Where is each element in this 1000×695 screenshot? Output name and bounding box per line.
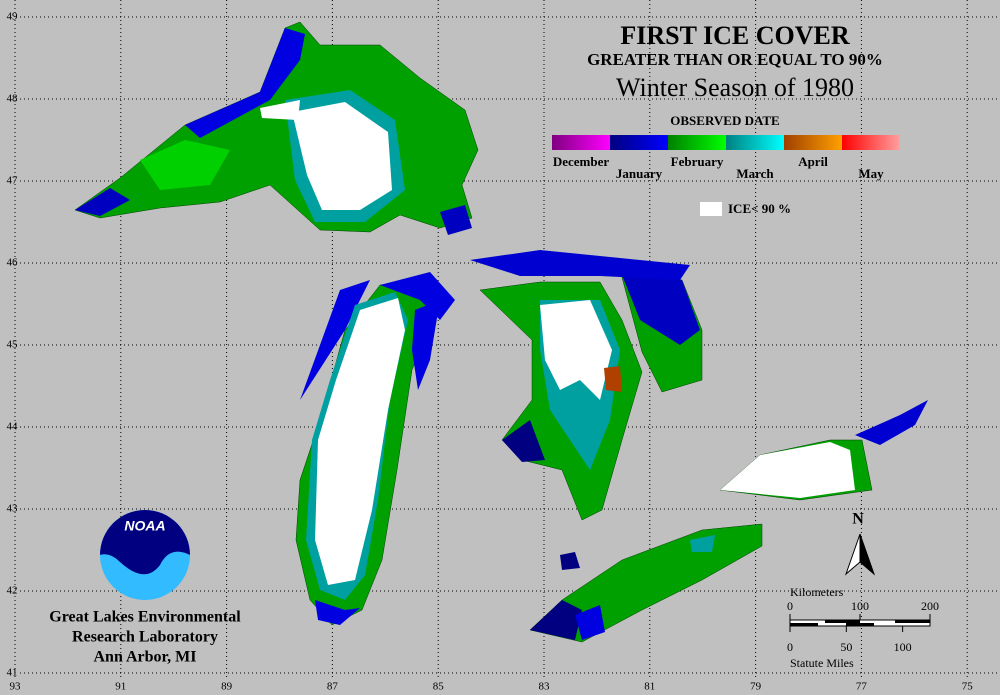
lon-label: 89 [221,681,233,693]
lon-label: 75 [962,681,974,693]
scale-km-tick: 0 [787,599,793,613]
lon-label: 93 [10,681,22,693]
subtitle: GREATER THAN OR EQUAL TO 90% [587,50,883,69]
lon-label: 77 [856,681,868,693]
legend-label: May [858,166,884,181]
lon-label: 85 [433,681,445,693]
lon-label: 87 [327,681,339,693]
ice-swatch [700,202,722,216]
scale-km-tick: 100 [851,599,869,613]
north-label: N [852,511,864,528]
scale-bar: 0 100 200 0 50 100 [787,599,939,654]
credit-line: Ann Arbor, MI [94,649,197,666]
lat-label: 43 [7,503,19,515]
legend-label: March [736,166,774,181]
lake-michigan [295,272,455,626]
lake-superior [74,21,479,235]
legend-swatch [610,135,668,150]
lat-label: 47 [7,175,19,187]
lon-label: 81 [644,681,655,693]
legend-label: February [671,154,724,169]
credit-line: Great Lakes Environmental [49,609,241,626]
lake-huron [470,250,703,521]
lat-label: 41 [7,667,18,679]
lat-label: 44 [7,421,19,433]
legend-label: December [553,154,610,169]
season: Winter Season of 1980 [616,73,854,102]
lake-ontario [719,400,928,501]
lake-st-clair [560,552,580,570]
scale-km-label: Kilometers [790,585,844,599]
legend-swatch [784,135,842,150]
scale-mile-tick: 100 [894,640,912,654]
ice-note: ICE< 90 % [728,201,791,216]
lon-label: 83 [539,681,551,693]
legend-label: April [798,154,828,169]
scale-mile-tick: 50 [840,640,852,654]
lat-label: 48 [7,93,19,105]
lat-label: 45 [7,339,19,351]
lon-label: 91 [115,681,126,693]
legend-swatch [842,135,900,150]
north-arrow [859,533,876,576]
lon-label: 79 [750,681,762,693]
title: FIRST ICE COVER [620,21,849,50]
legend: December January February March April May [552,135,900,181]
scale-km-tick: 200 [921,599,939,613]
noaa-logo: NOAA [100,510,190,600]
lake-erie [529,523,763,643]
legend-swatch [726,135,784,150]
legend-swatch [552,135,610,150]
lat-label: 49 [7,11,19,23]
lat-label: 42 [7,585,18,597]
credit-line: Research Laboratory [72,629,218,646]
legend-swatch [668,135,726,150]
logo-text: NOAA [124,518,165,534]
scale-mile-label: Statute Miles [790,656,854,670]
lat-label: 46 [7,257,19,269]
legend-label: January [616,166,663,181]
scale-mile-tick: 0 [787,640,793,654]
legend-title: OBSERVED DATE [670,113,779,128]
